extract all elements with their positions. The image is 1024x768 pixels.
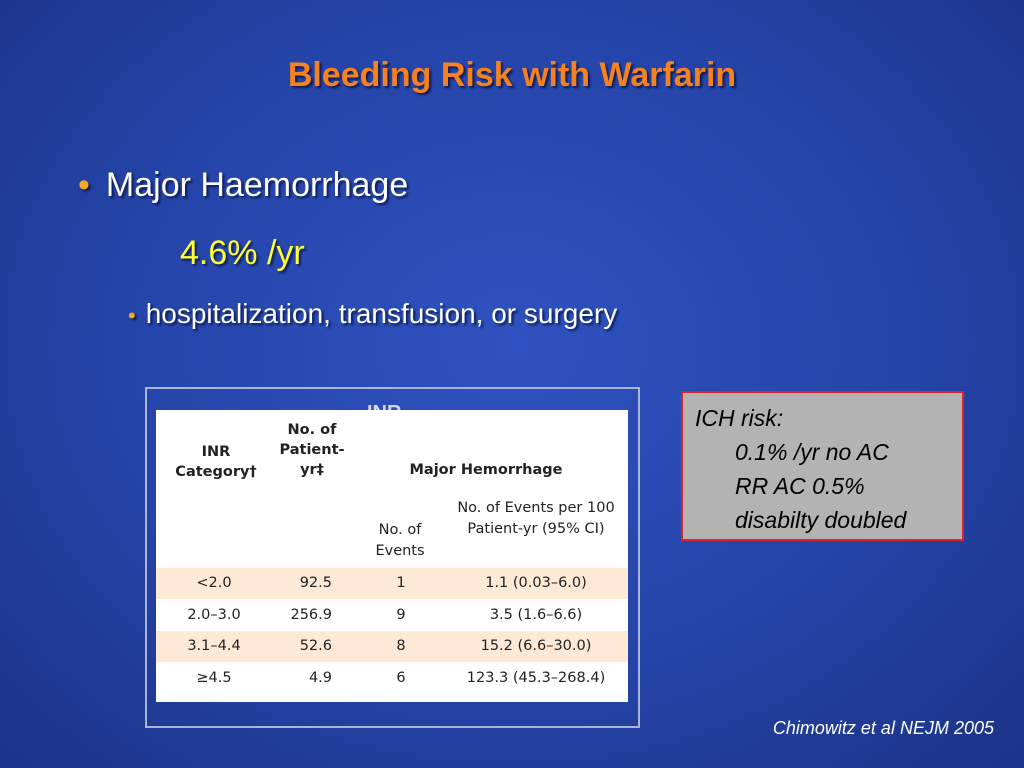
table-cell: 2.0–3.0 [187, 606, 241, 623]
table-cell: 9 [396, 606, 406, 623]
table: INR Category† No. of Patient-yr‡ Major H… [156, 410, 628, 702]
table-frame [145, 387, 640, 728]
table-cell: ≥4.5 [196, 669, 232, 686]
table-cell: 8 [396, 638, 406, 654]
callout-heading: ICH risk: [695, 405, 784, 431]
table-row: ≥4.5 4.9 6 123.3 (45.3–268.4) [156, 662, 628, 694]
table-cell: 3.5 (1.6–6.6) [489, 606, 583, 623]
table-cell: 6 [396, 669, 406, 686]
table-row: <2.0 92.5 1 1.1 (0.03–6.0) [156, 568, 628, 599]
header: INR Category† [175, 444, 257, 480]
callout-line: RR AC 0.5% [735, 473, 865, 499]
table-cell: 1.1 (0.03–6.0) [485, 575, 587, 591]
header: No. of Events per 100 Patient-yr (95% CI… [457, 500, 615, 537]
table-cell: 1 [396, 575, 406, 591]
slide-title: Bleeding Risk with Warfarin [287, 56, 737, 94]
sub-bullet: • hospitalization, transfusion, or surger… [128, 298, 618, 329]
table-cell: 256.9 [290, 606, 332, 623]
bullet-text: hospitalization, transfusion, or surgery [145, 298, 618, 329]
bullet: • Major Haemorrhage [78, 166, 409, 204]
header: Major Hemorrhage [409, 462, 563, 478]
table-cell: 4.9 [308, 669, 332, 686]
callout: ICH risk: 0.1% /yr no AC RR AC 0.5% disa… [681, 391, 964, 541]
callout-line: 0.1% /yr no AC [735, 439, 889, 465]
header: No. of Patient-yr‡ [279, 422, 345, 478]
table-cell: 15.2 (6.6–30.0) [480, 638, 592, 654]
callout-line: disabilty doubled [735, 507, 907, 533]
table-cell: 3.1–4.4 [187, 638, 241, 654]
bullet-detail: 4.6% /yr [180, 234, 305, 272]
table-cell: 92.5 [299, 575, 332, 591]
table-cell: 123.3 (45.3–268.4) [466, 669, 606, 686]
bullet-text: Major Haemorrhage [105, 166, 409, 204]
table-cell: <2.0 [196, 575, 232, 591]
header: No. of Events [375, 522, 425, 559]
table-row: 3.1–4.4 52.6 8 15.2 (6.6–30.0) [156, 631, 628, 662]
citation: Chimowitz et al NEJM 2005 [772, 718, 994, 738]
table-row: 2.0–3.0 256.9 9 3.5 (1.6–6.6) [156, 599, 628, 631]
table-cell: 52.6 [299, 638, 332, 654]
